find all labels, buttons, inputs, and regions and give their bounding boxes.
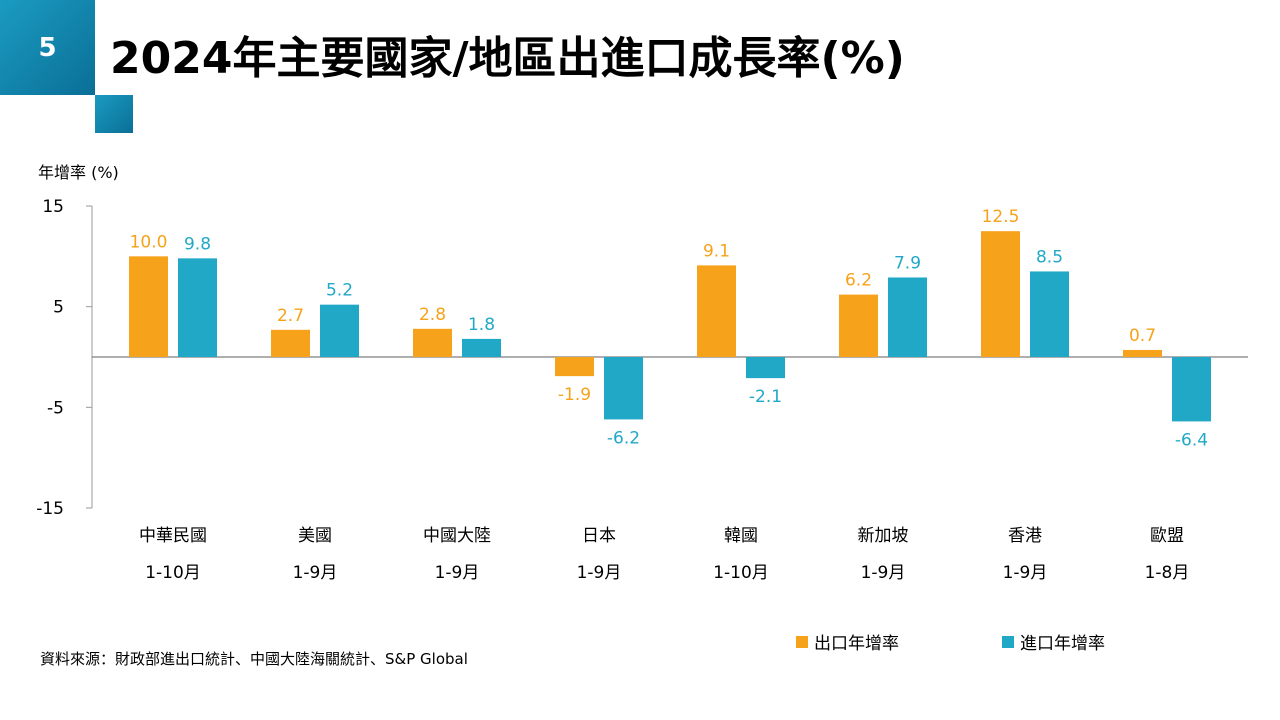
import-bar — [888, 277, 927, 357]
legend-item-export: 出口年增率 — [796, 629, 899, 654]
period-label: 1-10月 — [145, 563, 201, 583]
period-label: 1-9月 — [861, 563, 906, 583]
category-label: 韓國 — [724, 526, 758, 546]
category-label: 歐盟 — [1150, 526, 1184, 546]
source-note: 資料來源：財政部進出口統計、中國大陸海關統計、S&P Global — [40, 650, 468, 668]
period-label: 1-10月 — [713, 563, 769, 583]
slide-number: 5 — [38, 32, 57, 63]
page-title: 2024年主要國家/地區出進口成長率(%) — [110, 33, 905, 84]
category-label: 新加坡 — [858, 526, 909, 546]
export-bar — [981, 231, 1020, 357]
y-tick-label: -15 — [36, 499, 64, 519]
import-bar — [462, 338, 501, 357]
category-label: 香港 — [1008, 526, 1042, 546]
category-label: 日本 — [582, 526, 616, 546]
import-bar — [746, 357, 785, 379]
export-data-label: 6.2 — [845, 271, 872, 291]
category-label: 中華民國 — [139, 526, 207, 546]
import-data-label: 7.9 — [894, 253, 921, 273]
legend-label-export: 出口年增率 — [814, 634, 899, 654]
period-label: 1-8月 — [1145, 563, 1190, 583]
export-data-label: 0.7 — [1129, 326, 1156, 346]
import-bar — [1172, 357, 1211, 422]
legend-item-import: 進口年增率 — [1002, 629, 1105, 654]
period-label: 1-9月 — [1003, 563, 1048, 583]
export-bar — [1123, 349, 1162, 357]
export-data-label: 12.5 — [982, 207, 1020, 227]
export-bar — [271, 329, 310, 357]
export-bar — [697, 265, 736, 357]
import-data-label: 1.8 — [468, 315, 495, 335]
import-bar — [1030, 271, 1069, 357]
import-bar — [178, 258, 217, 357]
import-data-label: 9.8 — [184, 234, 211, 254]
export-bar — [413, 328, 452, 357]
period-label: 1-9月 — [577, 563, 622, 583]
legend-swatch-import — [1002, 635, 1014, 648]
y-tick-label: 15 — [42, 197, 64, 217]
export-data-label: 2.8 — [419, 305, 446, 325]
y-axis-label: 年增率 (%) — [38, 163, 119, 182]
import-data-label: -6.4 — [1175, 430, 1208, 450]
accent-square — [95, 95, 133, 133]
export-data-label: -1.9 — [558, 385, 591, 405]
y-tick-label: -5 — [47, 398, 64, 418]
export-bar — [555, 357, 594, 377]
period-label: 1-9月 — [435, 563, 480, 583]
import-data-label: -6.2 — [607, 428, 640, 448]
export-bar — [129, 256, 168, 357]
legend-swatch-export — [796, 635, 808, 648]
category-label: 中國大陸 — [423, 526, 491, 546]
import-data-label: -2.1 — [749, 387, 782, 407]
slide-number-badge: 5 — [0, 0, 95, 95]
export-data-label: 10.0 — [130, 232, 168, 252]
import-bar — [320, 304, 359, 357]
export-data-label: 9.1 — [703, 241, 730, 261]
y-tick-label: 5 — [53, 298, 64, 318]
category-label: 美國 — [298, 526, 332, 546]
legend-label-import: 進口年增率 — [1020, 634, 1105, 654]
export-bar — [839, 294, 878, 357]
import-data-label: 8.5 — [1036, 247, 1063, 267]
import-bar — [604, 357, 643, 420]
period-label: 1-9月 — [293, 563, 338, 583]
import-data-label: 5.2 — [326, 281, 353, 301]
export-data-label: 2.7 — [277, 306, 304, 326]
